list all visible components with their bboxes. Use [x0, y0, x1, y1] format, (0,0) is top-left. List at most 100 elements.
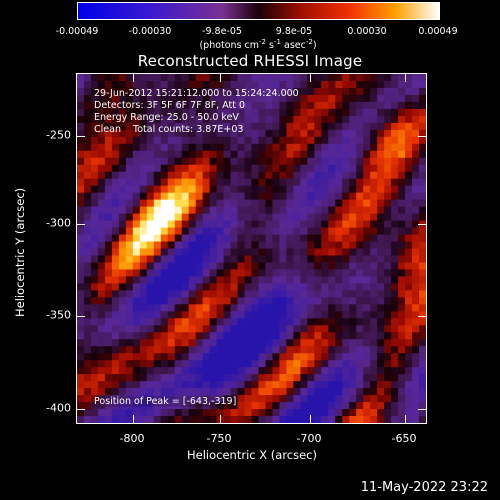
heatmap-cell — [370, 74, 378, 82]
heatmap-cell — [132, 402, 141, 410]
heatmap-cell — [342, 150, 350, 159]
heatmap-cell — [146, 318, 155, 326]
heatmap-cell — [97, 87, 106, 96]
heatmap-cell — [209, 206, 218, 215]
heatmap-cell — [125, 367, 134, 375]
x-axis-label: Heliocentric X (arcsec) — [187, 448, 317, 462]
heatmap-cell — [272, 227, 281, 236]
rhessi-image-plot[interactable] — [76, 73, 427, 424]
heatmap-cell — [300, 192, 308, 201]
heatmap-cell — [398, 108, 406, 117]
heatmap-cell — [202, 283, 211, 291]
y-tick-label: -300 — [46, 216, 71, 230]
heatmap-cell — [356, 283, 364, 291]
heatmap-cell — [356, 255, 364, 264]
heatmap-cell — [293, 269, 301, 278]
heatmap-cell — [279, 108, 287, 117]
heatmap-cell — [181, 269, 190, 278]
heatmap-cell — [195, 234, 204, 243]
heatmap-cell — [335, 143, 343, 152]
heatmap-cell — [300, 101, 308, 110]
time-range-label: 29-Jun-2012 15:21:12.000 to 15:24:24.000 — [94, 88, 299, 99]
heatmap-cell — [335, 199, 343, 208]
heatmap-cell — [335, 276, 343, 284]
heatmap-cell — [216, 346, 225, 354]
heatmap-cell — [174, 157, 183, 166]
heatmap-cell — [279, 388, 287, 396]
heatmap-cell — [356, 381, 364, 389]
heatmap-cell — [363, 122, 371, 131]
heatmap-cell — [293, 409, 301, 417]
heatmap-cell — [174, 346, 183, 354]
heatmap-cell — [160, 178, 169, 187]
heatmap-cell — [125, 171, 134, 180]
render-timestamp: 11-May-2022 23:22 — [360, 480, 488, 495]
heatmap-cell — [223, 157, 232, 166]
heatmap-cell — [97, 164, 106, 173]
heatmap-cell — [349, 199, 357, 208]
heatmap-cell — [202, 136, 211, 145]
heatmap-cell — [139, 339, 148, 347]
heatmap-cell — [419, 304, 426, 312]
heatmap-cell — [391, 381, 399, 389]
heatmap-cell — [83, 234, 92, 243]
heatmap-cell — [314, 101, 322, 110]
heatmap-cell — [118, 178, 127, 187]
heatmap-cell — [139, 353, 148, 361]
heatmap-cell — [293, 346, 301, 354]
heatmap-cell — [244, 332, 253, 340]
heatmap-cell — [251, 241, 260, 250]
heatmap-cell — [237, 283, 246, 291]
heatmap-cell — [349, 192, 357, 201]
heatmap-cell — [125, 87, 134, 96]
heatmap-cell — [244, 374, 253, 382]
heatmap-cell — [223, 108, 232, 117]
heatmap-cell — [118, 171, 127, 180]
heatmap-cell — [307, 409, 315, 417]
heatmap-cell — [363, 80, 371, 89]
heatmap-cell — [216, 269, 225, 278]
heatmap-cell — [111, 248, 120, 257]
heatmap-cell — [328, 255, 336, 264]
heatmap-cell — [307, 241, 315, 250]
heatmap-cell — [384, 122, 392, 131]
heatmap-cell — [265, 178, 274, 187]
heatmap-cell — [398, 248, 406, 257]
heatmap-cell — [342, 255, 350, 264]
heatmap-cell — [230, 262, 239, 271]
heatmap-cell — [230, 227, 239, 236]
heatmap-cell — [342, 171, 350, 180]
heatmap-cell — [335, 311, 343, 319]
heatmap-cell — [230, 192, 239, 201]
heatmap-cell — [237, 234, 246, 243]
heatmap-cell — [202, 80, 211, 89]
heatmap-cell — [132, 94, 141, 103]
heatmap-cell — [412, 213, 420, 222]
heatmap-cell — [342, 199, 350, 208]
heatmap-cell — [398, 234, 406, 243]
heatmap-cell — [377, 339, 385, 347]
heatmap-cell — [223, 346, 232, 354]
heatmap-cell — [90, 80, 99, 89]
heatmap-cell — [356, 304, 364, 312]
heatmap-cell — [251, 185, 260, 194]
heatmap-cell — [97, 262, 106, 271]
heatmap-cell — [377, 157, 385, 166]
heatmap-cell — [391, 164, 399, 173]
heatmap-cell — [307, 255, 315, 264]
heatmap-cell — [412, 178, 420, 187]
heatmap-cell — [384, 402, 392, 410]
heatmap-cell — [223, 150, 232, 159]
heatmap-cell — [83, 325, 92, 333]
heatmap-cell — [286, 178, 294, 187]
heatmap-cell — [230, 304, 239, 312]
heatmap-cell — [167, 374, 176, 382]
heatmap-cell — [244, 143, 253, 152]
heatmap-cell — [97, 213, 106, 222]
heatmap-cell — [216, 220, 225, 229]
heatmap-cell — [223, 227, 232, 236]
heatmap-cell — [307, 157, 315, 166]
heatmap-cell — [237, 108, 246, 117]
heatmap-cell — [258, 367, 267, 375]
heatmap-cell — [272, 150, 281, 159]
